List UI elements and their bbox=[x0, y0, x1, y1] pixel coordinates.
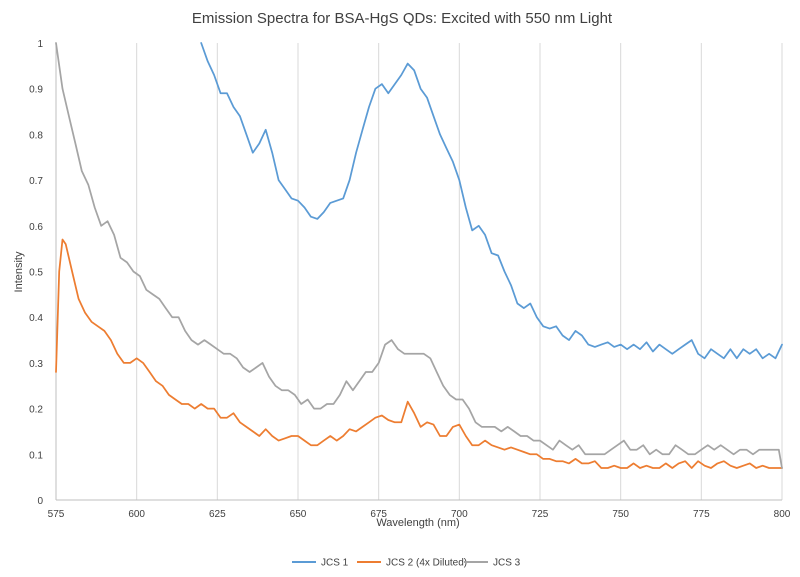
plot-area bbox=[55, 42, 783, 469]
x-tick-label: 775 bbox=[693, 509, 710, 520]
x-tick-label: 575 bbox=[48, 509, 65, 520]
series-line-2 bbox=[55, 238, 783, 469]
y-tick-label: 0.4 bbox=[29, 313, 43, 324]
y-tick-label: 1 bbox=[37, 39, 43, 50]
y-tick-label: 0.9 bbox=[29, 85, 43, 96]
x-tick-label: 800 bbox=[774, 509, 791, 520]
y-tick-label: 0.8 bbox=[29, 130, 43, 141]
chart-title: Emission Spectra for BSA-HgS QDs: Excite… bbox=[192, 10, 613, 27]
y-tick-label: 0.5 bbox=[29, 268, 43, 279]
x-axis-title: Wavelength (nm) bbox=[376, 517, 459, 529]
y-axis-ticks: 0 0.1 0.2 0.3 0.4 0.5 0.6 0.7 0.8 0.9 1 bbox=[29, 39, 43, 507]
x-axis-ticks: 575 600 625 650 675 700 725 750 775 800 bbox=[48, 509, 791, 520]
y-tick-label: 0.3 bbox=[29, 359, 43, 370]
x-tick-label: 725 bbox=[532, 509, 549, 520]
series-line-3 bbox=[55, 42, 783, 469]
x-tick-label: 750 bbox=[612, 509, 629, 520]
series-line-1 bbox=[200, 42, 783, 360]
y-tick-label: 0.2 bbox=[29, 405, 43, 416]
y-tick-label: 0 bbox=[37, 496, 43, 507]
x-tick-label: 700 bbox=[451, 509, 468, 520]
x-tick-label: 625 bbox=[209, 509, 226, 520]
gridlines bbox=[55, 43, 783, 501]
y-tick-label: 0.6 bbox=[29, 222, 43, 233]
legend-label: JCS 2 (4x Diluted) bbox=[386, 558, 467, 569]
legend-label: JCS 1 bbox=[321, 558, 349, 569]
legend: JCS 1 JCS 2 (4x Diluted) JCS 3 bbox=[292, 558, 521, 569]
x-tick-label: 650 bbox=[290, 509, 307, 520]
x-tick-label: 675 bbox=[370, 509, 387, 520]
y-tick-label: 0.1 bbox=[29, 450, 43, 461]
y-tick-label: 0.7 bbox=[29, 176, 43, 187]
y-axis-title: Intensity bbox=[13, 251, 25, 292]
legend-label: JCS 3 bbox=[493, 558, 521, 569]
x-tick-label: 600 bbox=[128, 509, 145, 520]
